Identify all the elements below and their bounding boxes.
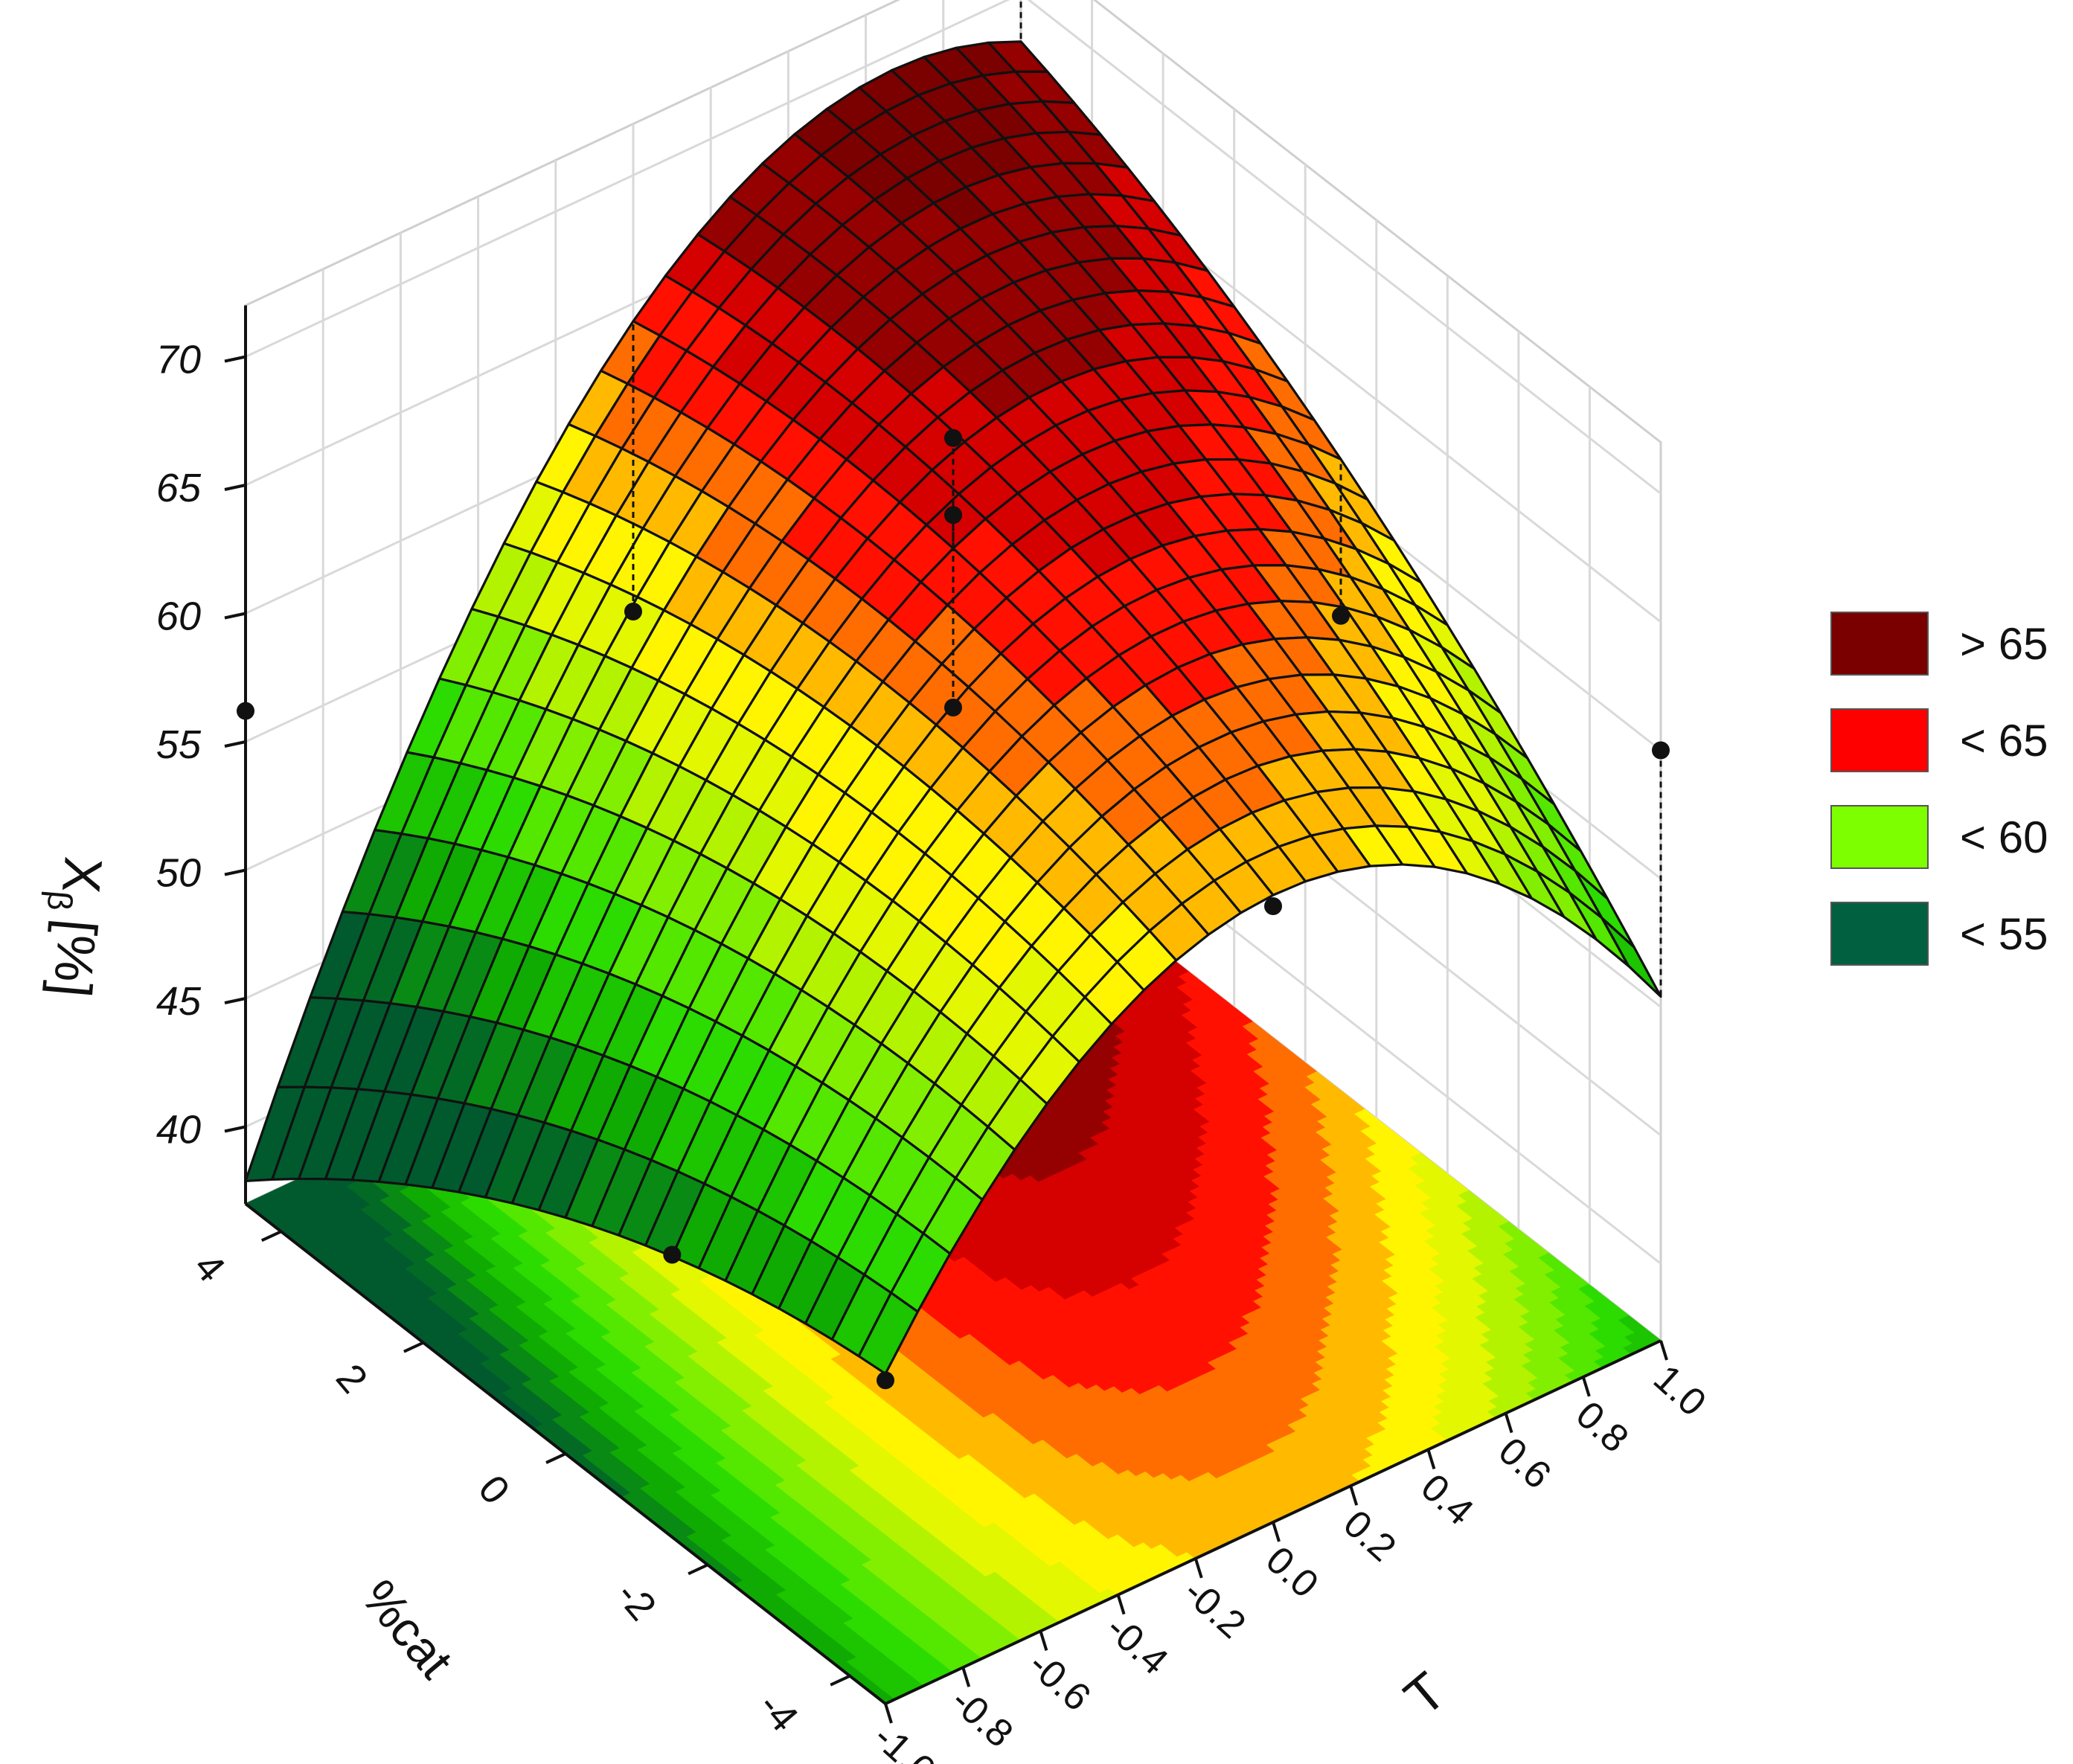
floor-contour-map — [244, 840, 1662, 1704]
